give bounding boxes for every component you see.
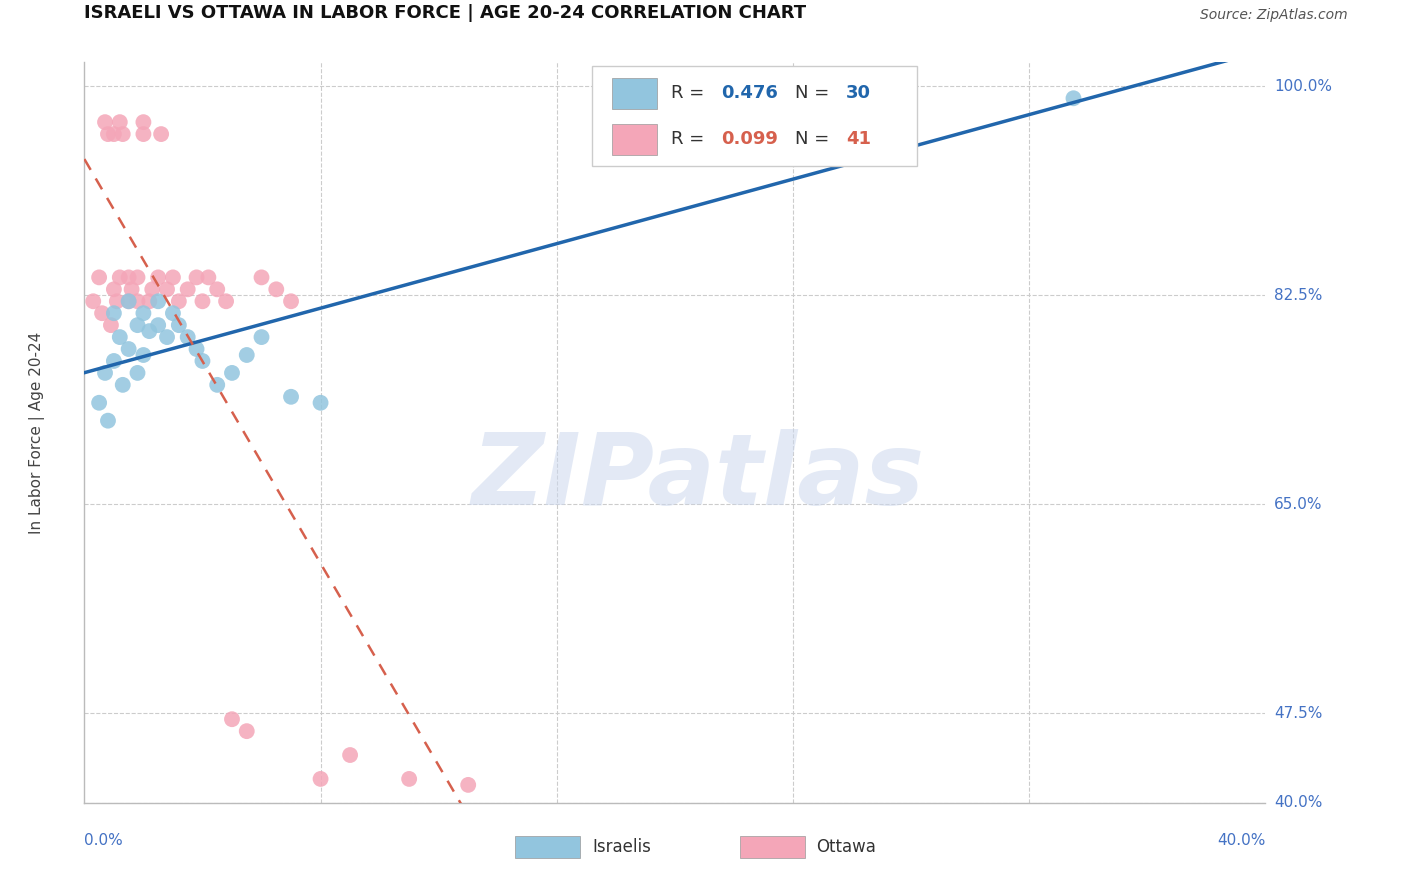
Text: 40.0%: 40.0%	[1218, 832, 1265, 847]
Text: 0.476: 0.476	[721, 84, 778, 103]
Point	[207, 377, 229, 392]
Text: Ottawa: Ottawa	[817, 838, 876, 856]
Text: In Labor Force | Age 20-24: In Labor Force | Age 20-24	[30, 332, 45, 533]
Point	[266, 282, 288, 296]
Point	[100, 318, 122, 333]
FancyBboxPatch shape	[740, 836, 804, 858]
Text: 41: 41	[846, 130, 872, 148]
Point	[280, 390, 302, 404]
Point	[87, 270, 111, 285]
Point	[162, 270, 184, 285]
Point	[108, 115, 131, 129]
Point	[108, 330, 131, 344]
Point	[141, 282, 163, 296]
Point	[250, 270, 273, 285]
Point	[191, 354, 214, 368]
Point	[118, 294, 141, 309]
Text: R =: R =	[671, 130, 710, 148]
Text: ISRAELI VS OTTAWA IN LABOR FORCE | AGE 20-24 CORRELATION CHART: ISRAELI VS OTTAWA IN LABOR FORCE | AGE 2…	[84, 4, 807, 21]
FancyBboxPatch shape	[516, 836, 581, 858]
Text: 47.5%: 47.5%	[1274, 706, 1323, 721]
Text: 0.099: 0.099	[721, 130, 778, 148]
Point	[82, 294, 104, 309]
Point	[236, 348, 259, 362]
Point	[118, 342, 141, 356]
Point	[103, 354, 125, 368]
Point	[191, 294, 214, 309]
Point	[309, 396, 332, 410]
Text: 0.0%: 0.0%	[84, 832, 124, 847]
Point	[309, 772, 332, 786]
Point	[103, 306, 125, 320]
Point	[127, 270, 149, 285]
Point	[138, 324, 160, 338]
Text: 40.0%: 40.0%	[1274, 796, 1323, 810]
Point	[148, 294, 170, 309]
Text: N =: N =	[796, 130, 835, 148]
Point	[177, 282, 200, 296]
Point	[105, 294, 128, 309]
Point	[197, 270, 219, 285]
Point	[127, 294, 149, 309]
Text: Israelis: Israelis	[592, 838, 651, 856]
Point	[398, 772, 420, 786]
Point	[127, 366, 149, 380]
Point	[162, 306, 184, 320]
Point	[118, 294, 141, 309]
Point	[156, 282, 179, 296]
Point	[236, 724, 259, 739]
Point	[97, 414, 120, 428]
Point	[132, 115, 155, 129]
Point	[339, 747, 361, 762]
Text: N =: N =	[796, 84, 835, 103]
Text: Source: ZipAtlas.com: Source: ZipAtlas.com	[1201, 8, 1348, 21]
Point	[167, 294, 190, 309]
Point	[103, 282, 125, 296]
FancyBboxPatch shape	[612, 78, 657, 109]
Point	[132, 127, 155, 141]
Point	[118, 270, 141, 285]
Point	[1063, 91, 1085, 105]
FancyBboxPatch shape	[612, 124, 657, 155]
Text: ZIPatlas: ZIPatlas	[472, 428, 925, 525]
Point	[156, 330, 179, 344]
Point	[94, 366, 117, 380]
FancyBboxPatch shape	[592, 66, 917, 166]
Point	[108, 270, 131, 285]
Point	[87, 396, 111, 410]
Point	[132, 348, 155, 362]
Point	[221, 712, 243, 726]
Point	[138, 294, 160, 309]
Point	[150, 127, 173, 141]
Text: 65.0%: 65.0%	[1274, 497, 1323, 512]
Point	[177, 330, 200, 344]
Point	[186, 270, 208, 285]
Point	[250, 330, 273, 344]
Point	[132, 306, 155, 320]
Point	[148, 270, 170, 285]
Point	[111, 127, 134, 141]
Text: 100.0%: 100.0%	[1274, 78, 1333, 94]
Point	[280, 294, 302, 309]
Text: 82.5%: 82.5%	[1274, 288, 1323, 302]
Point	[111, 377, 134, 392]
Point	[457, 778, 479, 792]
Text: 30: 30	[846, 84, 872, 103]
Point	[103, 127, 125, 141]
Point	[97, 127, 120, 141]
Point	[91, 306, 114, 320]
Point	[186, 342, 208, 356]
Point	[215, 294, 238, 309]
Point	[148, 318, 170, 333]
Text: R =: R =	[671, 84, 710, 103]
Point	[167, 318, 190, 333]
Point	[121, 282, 143, 296]
Point	[94, 115, 117, 129]
Point	[811, 115, 834, 129]
Point	[207, 282, 229, 296]
Point	[221, 366, 243, 380]
Point	[127, 318, 149, 333]
